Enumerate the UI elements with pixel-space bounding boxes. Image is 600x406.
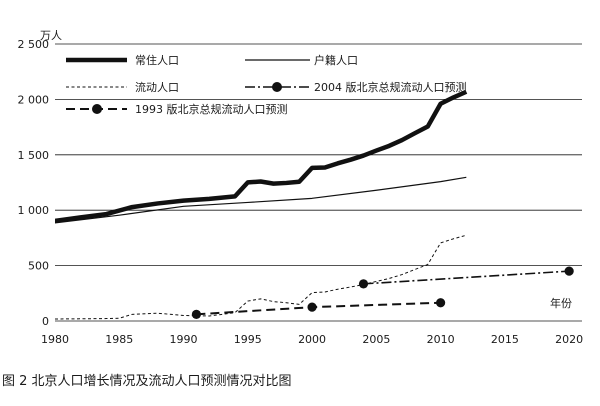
legend-label-floating: 流动人口 — [135, 80, 179, 94]
marker-layer — [191, 266, 574, 319]
x-tick-label: 2015 — [491, 333, 519, 346]
series-4-marker — [307, 302, 317, 312]
y-tick-label: 2 000 — [18, 93, 50, 106]
series-line-1 — [55, 176, 467, 224]
y-tick-label: 1 500 — [18, 149, 50, 162]
legend-marker-forecast-2004 — [272, 82, 282, 92]
x-tick-label: 2010 — [427, 333, 455, 346]
legend-label-resident: 常住人口 — [135, 53, 179, 67]
x-tick-label: 1990 — [170, 333, 198, 346]
series-line-2 — [55, 234, 467, 320]
x-tick-label: 2020 — [555, 333, 583, 346]
series-line-3 — [363, 270, 570, 285]
x-tick-label: 2005 — [362, 333, 390, 346]
y-axis-unit-label: 万人 — [40, 29, 62, 42]
y-tick-label: 1 000 — [18, 204, 50, 217]
series-4-marker — [436, 298, 446, 308]
series-3-marker — [564, 266, 574, 276]
legend: 常住人口 户籍人口 流动人口 2004 版北京总规流动人口预测 1993 版北京… — [66, 53, 467, 116]
x-tick-label: 2000 — [298, 333, 326, 346]
series-3-marker — [358, 279, 369, 289]
x-tick-label: 1980 — [41, 333, 69, 346]
y-tick-label: 0 — [42, 315, 49, 328]
x-tick-label: 1995 — [234, 333, 262, 346]
legend-label-forecast-2004: 2004 版北京总规流动人口预测 — [314, 80, 467, 94]
series-4-marker — [191, 309, 201, 319]
legend-label-forecast-1993: 1993 版北京总规流动人口预测 — [135, 102, 288, 116]
x-axis-unit-label: 年份 — [550, 296, 572, 310]
tick-label-layer: 0 500 1 000 1 500 2 000 2 500 1980 1985 1990 1995… — [18, 38, 584, 346]
x-tick-label: 1985 — [105, 333, 133, 346]
legend-label-registered: 户籍人口 — [314, 53, 358, 67]
series-line-0 — [55, 89, 468, 224]
y-tick-label: 2 500 — [18, 38, 50, 51]
figure-caption: 图 2 北京人口增长情况及流动人口预测情况对比图 — [2, 374, 292, 389]
grid-layer — [55, 43, 582, 322]
legend-marker-forecast-1993 — [92, 104, 102, 114]
y-tick-label: 500 — [28, 260, 49, 273]
